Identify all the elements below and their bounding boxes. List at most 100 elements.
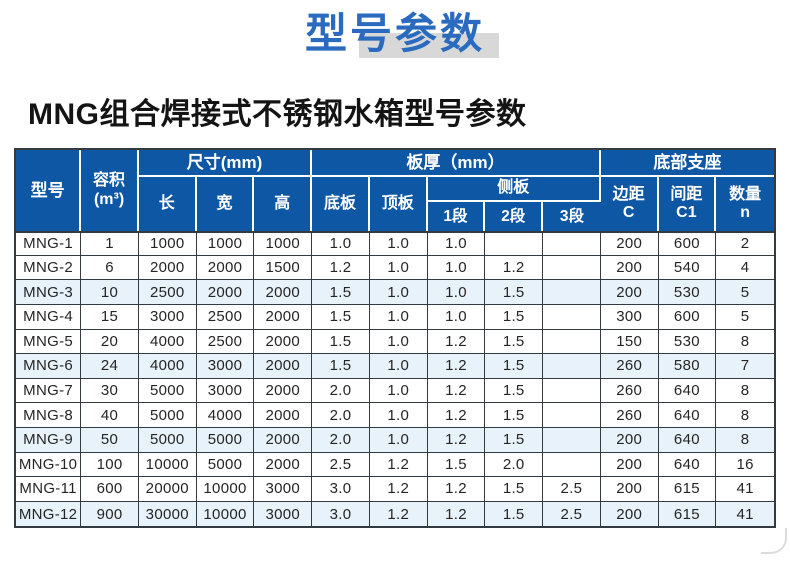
value-cell [485,231,544,256]
value-cell: 200 [600,501,659,527]
col-header-height: 高 [254,177,313,232]
value-cell: 5 [716,304,774,330]
table-row: MNG-4 15 3000 2500 2000 1.5 1.0 1.0 1.5 300 600 5 [16,304,774,330]
value-cell: 1.2 [427,501,486,527]
value-cell: 4 [716,255,774,281]
value-cell: 2500 [138,280,197,305]
value-cell [543,329,601,355]
value-cell: 1.0 [369,329,428,355]
value-cell: 1.0 [369,231,428,256]
value-cell: 530 [658,329,717,355]
col-header-quantity-n: 数量 n [716,177,774,232]
value-cell: 640 [658,452,717,478]
value-cell [543,427,601,453]
value-cell: 10000 [196,501,255,527]
model-cell: MNG-8 [16,403,82,428]
value-cell: 1.0 [369,280,428,305]
value-cell: 8 [716,403,774,428]
value-cell: 2000 [254,452,313,478]
page: 型号参数 MNG组合焊接式不锈钢水箱型号参数 型号 容积 (m³) 尺寸(mm) … [0,10,790,554]
value-cell: 615 [658,477,717,502]
value-cell: 1.5 [485,427,544,453]
header-row-groups: 型号 容积 (m³) 尺寸(mm) 板厚（mm） 底部支座 [16,150,774,232]
value-cell: 200 [600,231,659,256]
value-cell: 1.2 [427,477,486,502]
value-cell: 580 [658,354,717,379]
value-cell: 2000 [254,304,313,330]
table-row: MNG-1 1 1000 1000 1000 1.0 1.0 1.0 200 600 2 [16,231,774,256]
value-cell: 640 [658,427,717,453]
value-cell: 1.0 [369,304,428,330]
table-header: 型号 容积 (m³) 尺寸(mm) 板厚（mm） 底部支座 长 宽 高 底板 顶板… [16,150,774,232]
value-cell: 10 [81,280,139,305]
value-cell: 24 [81,354,139,379]
value-cell: 1.2 [369,477,428,502]
card-corner-decoration [761,528,787,554]
value-cell: 2500 [196,304,255,330]
value-cell: 10000 [196,477,255,502]
model-cell: MNG-1 [16,231,82,256]
model-cell: MNG-7 [16,378,82,404]
value-cell: 2000 [254,354,313,379]
value-cell: 2000 [196,255,255,281]
value-cell: 1.2 [427,427,486,453]
value-cell: 1.0 [427,280,486,305]
value-cell [543,354,601,379]
spacing-label: 间距 [670,185,703,203]
value-cell: 615 [658,501,717,527]
value-cell: 1.0 [369,378,428,404]
col-group-thickness: 板厚（mm） [312,150,601,178]
value-cell [543,280,601,305]
value-cell: 1 [81,231,139,256]
model-cell: MNG-3 [16,280,82,305]
col-header-bottom-plate: 底板 [312,177,370,232]
page-title: 型号参数 [304,10,485,57]
value-cell: 6 [81,255,139,281]
value-cell: 300 [600,304,659,330]
table-row: MNG-9 50 5000 5000 2000 2.0 1.0 1.2 1.5 200 640 8 [16,427,774,453]
value-cell: 1.2 [427,403,486,428]
value-cell: 8 [716,378,774,404]
value-cell: 200 [600,477,659,502]
value-cell [543,403,601,428]
spec-table: 型号 容积 (m³) 尺寸(mm) 板厚（mm） 底部支座 长 宽 高 底板 顶板… [16,150,774,527]
value-cell: 10000 [138,452,197,478]
col-header-segment-2: 2段 [485,202,544,232]
value-cell: 1.2 [312,255,370,281]
value-cell: 100 [81,452,139,478]
model-cell: MNG-11 [16,477,82,502]
value-cell: 200 [600,280,659,305]
value-cell: 1000 [196,231,255,256]
value-cell: 150 [600,329,659,355]
value-cell: 50 [81,427,139,453]
value-cell: 5000 [138,427,197,453]
section-title: MNG组合焊接式不锈钢水箱型号参数 [28,98,527,132]
value-cell: 1.5 [485,378,544,404]
col-group-support: 底部支座 [600,150,774,178]
title-shadow-decoration [358,33,499,59]
table-row: MNG-2 6 2000 2000 1500 1.2 1.0 1.0 1.2 200 540 4 [16,255,774,281]
value-cell: 4000 [196,403,255,428]
value-cell: 1.5 [485,501,544,527]
value-cell: 1.2 [427,354,486,379]
value-cell: 5000 [138,378,197,404]
value-cell: 2.0 [312,403,370,428]
table-row: MNG-10 100 10000 5000 2000 2.5 1.2 1.5 2.0 200 640… [16,452,774,478]
value-cell: 1.2 [485,255,544,281]
value-cell: 1.0 [369,403,428,428]
volume-label: 容积 [93,172,126,190]
quantity-label: 数量 [729,185,762,203]
value-cell: 1.0 [427,304,486,330]
value-cell: 3000 [254,477,313,502]
header-row-sub: 长 宽 高 底板 顶板 侧板 边距 C 间距 C1 数量 n [16,177,774,232]
value-cell: 5000 [196,427,255,453]
value-cell: 1.5 [427,452,486,478]
value-cell: 200 [600,427,659,453]
col-header-segment-1: 1段 [427,202,486,232]
value-cell: 600 [658,304,717,330]
value-cell: 260 [600,403,659,428]
col-header-length: 长 [138,177,197,232]
value-cell: 900 [81,501,139,527]
value-cell: 3000 [196,354,255,379]
model-cell: MNG-6 [16,354,82,379]
